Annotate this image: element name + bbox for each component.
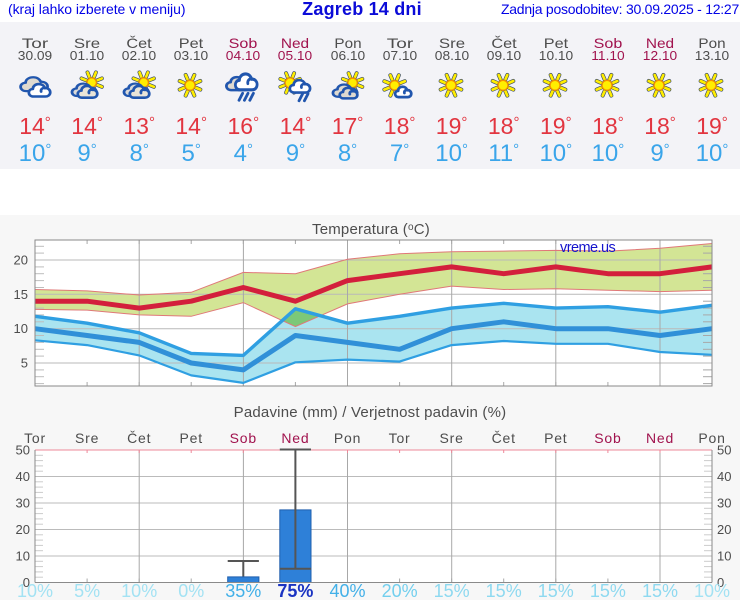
svg-text:15%: 15% [486, 581, 522, 600]
svg-text:10: 10 [14, 321, 28, 336]
svg-text:Čet: Čet [127, 430, 151, 446]
svg-text:30: 30 [16, 496, 30, 511]
svg-text:50: 50 [16, 443, 30, 458]
svg-text:Ned: Ned [646, 430, 674, 446]
svg-text:20%: 20% [382, 581, 418, 600]
svg-text:0: 0 [23, 575, 30, 590]
svg-text:Ned: Ned [281, 430, 309, 446]
svg-text:Sre: Sre [440, 430, 464, 446]
svg-text:vreme.us: vreme.us [560, 240, 616, 256]
svg-text:0: 0 [717, 575, 724, 590]
svg-text:Čet: Čet [492, 430, 516, 446]
svg-text:Tor: Tor [24, 430, 46, 446]
svg-text:75%: 75% [277, 581, 313, 600]
svg-text:Sob: Sob [594, 430, 621, 446]
svg-text:15%: 15% [642, 581, 678, 600]
svg-text:10%: 10% [121, 581, 157, 600]
svg-text:0%: 0% [178, 581, 204, 600]
svg-text:50: 50 [717, 443, 731, 458]
svg-text:15%: 15% [434, 581, 470, 600]
svg-text:15%: 15% [538, 581, 574, 600]
svg-text:20: 20 [717, 522, 731, 537]
svg-text:5: 5 [21, 356, 28, 371]
svg-text:Padavine (mm) / Verjetnost pad: Padavine (mm) / Verjetnost padavin (%) [234, 404, 507, 421]
svg-text:40%: 40% [329, 581, 365, 600]
svg-text:5%: 5% [74, 581, 100, 600]
svg-text:Sre: Sre [75, 430, 99, 446]
svg-text:20: 20 [16, 522, 30, 537]
svg-text:10: 10 [717, 549, 731, 564]
svg-text:Sob: Sob [230, 430, 257, 446]
svg-text:35%: 35% [225, 581, 261, 600]
svg-text:15%: 15% [590, 581, 626, 600]
svg-text:Pon: Pon [334, 430, 361, 446]
svg-text:10: 10 [16, 549, 30, 564]
svg-text:Pet: Pet [179, 430, 202, 446]
svg-text:Temperatura (oC): Temperatura (oC) [312, 221, 430, 238]
svg-text:20: 20 [14, 253, 28, 268]
svg-text:Tor: Tor [389, 430, 411, 446]
svg-text:Pet: Pet [544, 430, 567, 446]
svg-text:40: 40 [717, 469, 731, 484]
svg-text:10%: 10% [694, 581, 730, 600]
svg-text:Pon: Pon [698, 430, 725, 446]
svg-text:10%: 10% [17, 581, 53, 600]
svg-text:15: 15 [14, 287, 28, 302]
svg-text:40: 40 [16, 469, 30, 484]
svg-text:30: 30 [717, 496, 731, 511]
